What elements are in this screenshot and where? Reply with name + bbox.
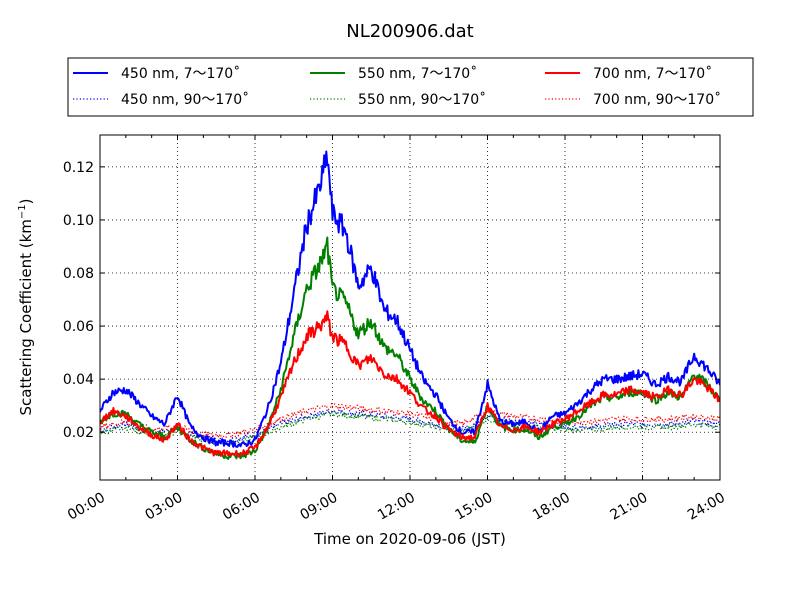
legend-label: 450 nm, 90～170˚ xyxy=(121,91,249,108)
y-axis-label-sup: −1 xyxy=(17,204,28,219)
legend-label: 550 nm, 7～170˚ xyxy=(358,65,477,82)
y-tick-label: 0.02 xyxy=(63,425,94,441)
y-axis-label-close: ) xyxy=(17,198,35,204)
series-line-3 xyxy=(100,310,720,458)
x-tick-label: 06:00 xyxy=(220,490,263,524)
x-tick-label: 09:00 xyxy=(298,490,341,524)
legend-label: 550 nm, 90～170˚ xyxy=(358,91,486,108)
y-tick-label: 0.10 xyxy=(63,213,94,229)
x-tick-label: 24:00 xyxy=(685,490,728,524)
y-axis-label-main: Scattering Coefficient (km xyxy=(17,219,35,415)
legend: 450 nm, 7～170˚ 450 nm, 90～170˚ 550 nm, 7～1… xyxy=(67,57,754,117)
legend-frame xyxy=(67,57,754,117)
x-tick-label: 18:00 xyxy=(530,490,573,524)
series-line-1 xyxy=(100,150,720,448)
x-tick-label: 12:00 xyxy=(375,490,418,524)
y-tick-label: 0.06 xyxy=(63,319,94,335)
grid xyxy=(100,135,720,480)
y-axis-label: Scattering Coefficient (km−1) xyxy=(17,198,35,415)
x-tick-label: 03:00 xyxy=(143,490,186,524)
legend-label: 700 nm, 90～170˚ xyxy=(593,91,721,108)
y-tick-label: 0.12 xyxy=(63,160,94,176)
legend-label: 700 nm, 7～170˚ xyxy=(593,65,712,82)
legend-label: 450 nm, 7～170˚ xyxy=(121,65,240,82)
chart-title: NL200906.dat xyxy=(346,21,473,42)
x-tick-label: 00:00 xyxy=(65,490,108,524)
x-tick-label: 21:00 xyxy=(608,490,651,524)
y-tick-label: 0.04 xyxy=(63,372,94,388)
series-line-5 xyxy=(100,409,720,447)
x-axis-label: Time on 2020-09-06 (JST) xyxy=(313,530,506,548)
series-group xyxy=(100,150,720,460)
x-tick-label: 15:00 xyxy=(453,490,496,524)
y-tick-label: 0.08 xyxy=(63,266,94,282)
